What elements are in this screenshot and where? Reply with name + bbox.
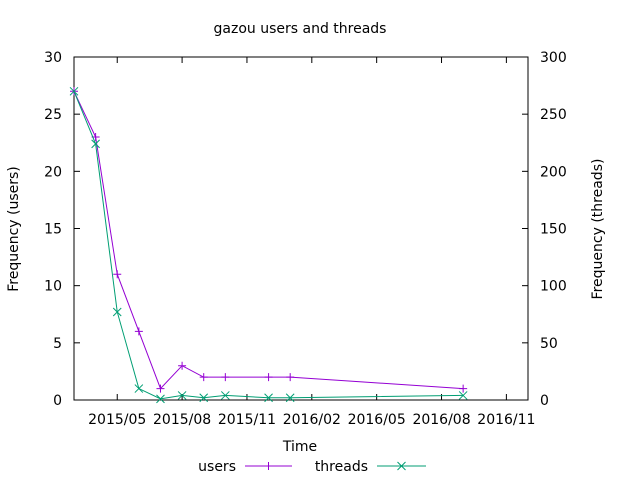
x-tick-label: 2016/05 [348,412,406,428]
x-axis-ticks: 2015/05 2015/08 2015/11 2016/02 2016/05 2016/… [88,57,535,428]
threads-point [285,393,295,403]
x-tick-label: 2016/02 [283,412,341,428]
threads-point [199,393,209,403]
y-left-tick-label: 30 [44,50,62,66]
threads-series [69,86,468,404]
legend-label-threads: threads [315,459,368,475]
users-point [178,361,187,370]
series-layer [69,86,468,404]
legend-marker-users [264,462,273,470]
users-point [459,384,468,393]
plot-border [73,56,529,401]
x-tick-label: 2015/11 [218,412,276,428]
y-axis-label-left: Frequency (users) [6,166,22,292]
y-right-tick-label: 0 [540,393,549,409]
threads-point [177,391,187,400]
users-point [264,373,273,382]
users-point [221,373,230,382]
y-right-tick-label: 100 [540,279,567,295]
legend: users threads [198,459,426,475]
users-point [199,373,208,382]
y-left-tick-label: 25 [44,107,62,123]
y-right-tick-label: 200 [540,164,567,180]
y-left-tick-label: 10 [44,279,62,295]
x-tick-label: 2016/08 [412,412,470,428]
threads-point [264,393,273,403]
y-left-tick-label: 5 [53,336,62,352]
users-series [70,87,468,393]
y-right-tick-label: 300 [540,50,567,66]
threads-point [91,139,100,149]
y-left-tick-label: 20 [44,164,62,180]
left-axis-ticks: 0 5 10 15 20 25 30 [44,50,80,409]
right-axis-ticks: 0 50 100 150 200 250 300 [522,50,567,409]
users-point [286,373,295,382]
users-point [113,270,122,279]
y-right-tick-label: 50 [540,336,558,352]
legend-label-users: users [198,459,236,475]
users-line [73,91,464,390]
threads-point [134,384,144,393]
x-tick-label: 2015/08 [153,412,211,428]
users-point [156,384,165,393]
y-right-tick-label: 250 [540,107,567,123]
y-axis-label-right: Frequency (threads) [590,159,606,300]
threads-point [69,86,79,96]
threads-line [73,91,464,400]
threads-point [220,391,230,400]
legend-marker-threads [397,461,406,471]
threads-point [156,394,165,404]
x-axis-label: Time [282,439,317,455]
y-left-tick-label: 0 [53,393,62,409]
threads-point [458,391,468,400]
y-right-tick-label: 150 [540,222,567,238]
threads-point [112,307,122,317]
chart-title: gazou users and threads [214,21,387,37]
users-point [134,327,143,336]
y-left-tick-label: 15 [44,222,62,238]
x-tick-label: 2016/11 [477,412,535,428]
x-tick-label: 2015/05 [88,412,146,428]
